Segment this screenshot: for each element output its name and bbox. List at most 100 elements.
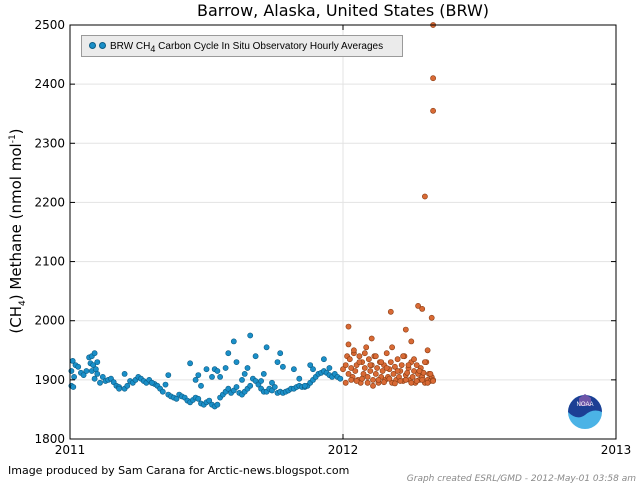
data-point bbox=[421, 193, 428, 200]
data-point bbox=[279, 363, 286, 370]
credit-left: Image produced by Sam Carana for Arctic-… bbox=[8, 464, 350, 477]
legend-marker bbox=[99, 42, 106, 49]
data-point bbox=[258, 378, 264, 384]
data-point bbox=[80, 372, 87, 378]
series-2012 bbox=[340, 22, 436, 389]
data-point bbox=[408, 379, 415, 386]
data-point bbox=[94, 370, 101, 377]
data-point bbox=[301, 382, 308, 389]
data-point bbox=[397, 378, 404, 384]
data-point bbox=[247, 382, 254, 389]
data-point bbox=[91, 350, 98, 357]
y-tick-label: 2000 bbox=[34, 314, 65, 328]
data-point bbox=[94, 359, 101, 365]
data-point bbox=[365, 356, 372, 363]
data-point bbox=[367, 362, 374, 368]
data-point bbox=[372, 370, 379, 377]
data-point bbox=[214, 368, 221, 374]
data-point bbox=[387, 308, 394, 315]
data-point bbox=[241, 370, 248, 377]
data-point bbox=[124, 382, 131, 389]
y-tick-label: 2400 bbox=[34, 77, 65, 91]
data-point bbox=[372, 353, 379, 360]
data-point bbox=[361, 350, 368, 357]
data-point bbox=[368, 335, 375, 342]
data-point bbox=[394, 368, 401, 374]
data-point bbox=[375, 376, 382, 383]
data-point bbox=[233, 384, 240, 390]
data-point bbox=[269, 379, 275, 386]
data-point bbox=[353, 378, 360, 384]
data-point bbox=[391, 380, 398, 387]
data-point bbox=[345, 341, 352, 348]
data-point bbox=[173, 395, 180, 402]
data-points bbox=[68, 22, 436, 410]
data-point bbox=[337, 375, 344, 382]
data-point bbox=[91, 375, 98, 382]
data-point bbox=[359, 375, 365, 382]
data-point bbox=[350, 347, 357, 354]
data-point bbox=[252, 353, 259, 360]
y-tick-label: 1900 bbox=[34, 373, 65, 387]
credit-right: Graph created ESRL/GMD - 2012-May-01 03:… bbox=[406, 474, 636, 484]
chart-title: Barrow, Alaska, United States (BRW) bbox=[196, 1, 490, 20]
data-point bbox=[348, 365, 355, 371]
axis-ticks: 1800 1900 2000 2100 2200 2300 2400 2500 2011 2012… bbox=[34, 18, 631, 457]
data-point bbox=[83, 368, 90, 374]
data-point bbox=[342, 362, 349, 368]
x-tick-label: 2013 bbox=[601, 443, 632, 457]
data-point bbox=[320, 356, 327, 363]
data-point bbox=[290, 366, 297, 373]
data-point bbox=[222, 365, 229, 371]
data-point bbox=[342, 379, 349, 386]
legend-label-prefix: BRW CH bbox=[110, 41, 151, 52]
data-point bbox=[162, 381, 169, 388]
series-2011 bbox=[68, 332, 344, 410]
data-point bbox=[71, 373, 77, 380]
data-point bbox=[413, 378, 420, 384]
legend: BRW CH4 Carbon Cycle In Situ Observatory… bbox=[81, 35, 403, 57]
data-point bbox=[230, 338, 237, 345]
y-tick-label: 2500 bbox=[34, 18, 65, 32]
data-point bbox=[430, 378, 436, 384]
data-point bbox=[206, 397, 213, 404]
data-point bbox=[356, 353, 363, 360]
data-point bbox=[307, 362, 314, 368]
data-point bbox=[389, 344, 395, 351]
data-point bbox=[430, 75, 436, 82]
data-point bbox=[271, 384, 278, 390]
data-point bbox=[383, 350, 390, 357]
data-point bbox=[421, 359, 428, 365]
data-point bbox=[99, 373, 106, 380]
legend-label-sub: 4 bbox=[150, 44, 156, 54]
data-point bbox=[387, 359, 394, 365]
data-point bbox=[370, 376, 376, 383]
y-tick-label: 2300 bbox=[34, 136, 65, 150]
data-point bbox=[424, 379, 431, 386]
data-point bbox=[378, 359, 385, 365]
data-point bbox=[379, 368, 386, 374]
y-tick-label: 2200 bbox=[34, 195, 65, 209]
legend-label-suffix: Carbon Cycle In Situ Observatory Hourly … bbox=[155, 41, 384, 52]
data-point bbox=[419, 376, 426, 383]
data-point bbox=[277, 350, 284, 357]
data-point bbox=[405, 362, 412, 368]
data-point bbox=[398, 362, 405, 368]
data-point bbox=[409, 373, 416, 380]
data-point bbox=[70, 384, 77, 390]
data-point bbox=[428, 314, 435, 321]
data-point bbox=[413, 362, 420, 368]
data-point bbox=[402, 376, 409, 383]
data-point bbox=[408, 338, 415, 345]
data-point bbox=[274, 359, 281, 365]
data-point bbox=[93, 366, 99, 373]
data-point bbox=[345, 370, 352, 377]
data-point bbox=[361, 365, 368, 371]
data-point bbox=[217, 373, 223, 380]
data-point bbox=[187, 360, 193, 367]
data-point bbox=[263, 344, 270, 351]
data-point bbox=[97, 379, 103, 386]
data-point bbox=[400, 353, 406, 360]
data-point bbox=[402, 326, 409, 333]
